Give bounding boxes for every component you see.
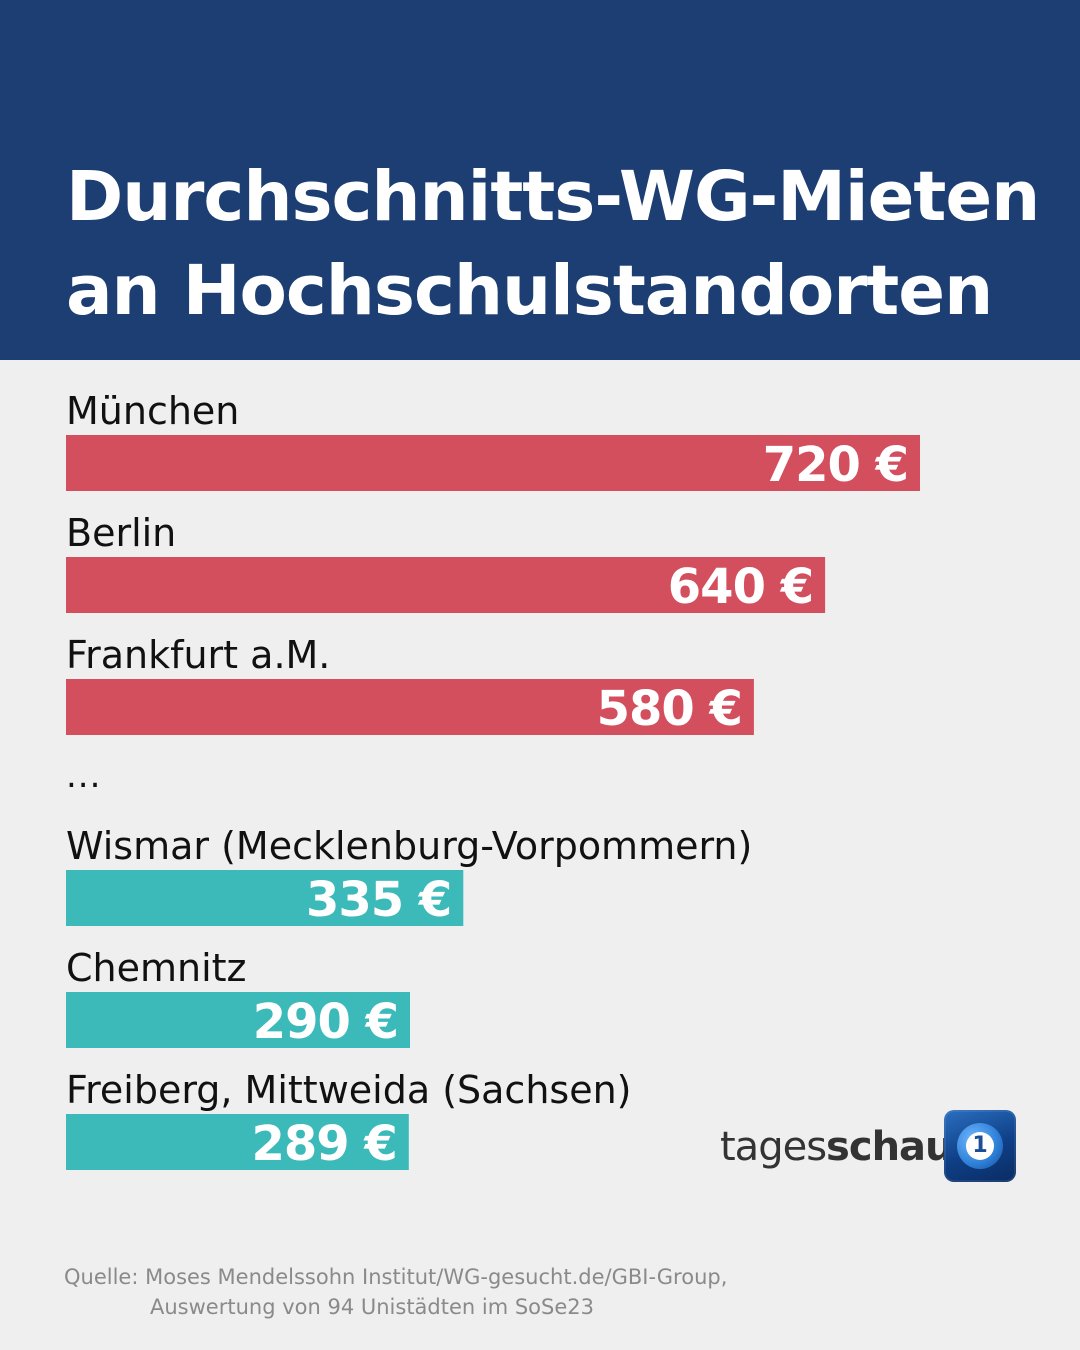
bar-value-label: 720 € — [763, 437, 908, 493]
source-note: Quelle: Moses Mendelssohn Institut/WG-ge… — [64, 1262, 1024, 1322]
bar-value-label: 580 € — [597, 681, 742, 737]
tagesschau-logo: tagesschau 1 — [720, 1110, 1020, 1182]
bar — [66, 992, 410, 1048]
logo-word-bold: schau — [826, 1124, 953, 1170]
city-label: Berlin — [66, 511, 176, 555]
bar — [66, 1114, 409, 1170]
title-line-2: an Hochschulstandorten — [66, 251, 993, 331]
source-line-1: Quelle: Moses Mendelssohn Institut/WG-ge… — [64, 1265, 728, 1289]
city-label: Wismar (Mecklenburg-Vorpommern) — [66, 824, 752, 868]
logo-word-light: tages — [720, 1124, 827, 1170]
city-label: München — [66, 389, 239, 433]
source-line-2: Auswertung von 94 Unistädten im SoSe23 — [150, 1295, 595, 1319]
logo-wordmark: tagesschau — [720, 1124, 954, 1170]
title-line-1: Durchschnitts-WG-Mieten — [66, 157, 1040, 237]
page-title: Durchschnitts-WG-Mieten an Hochschulstan… — [66, 150, 1056, 338]
gap-marker: ... — [66, 756, 102, 796]
bar — [66, 557, 826, 613]
city-label: Chemnitz — [66, 946, 247, 990]
bar — [66, 870, 464, 926]
bar-value-label: 640 € — [668, 559, 813, 615]
bar-value-label: 289 € — [251, 1116, 396, 1172]
city-label: Freiberg, Mittweida (Sachsen) — [66, 1068, 632, 1112]
ard-one-icon: 1 — [944, 1110, 1016, 1182]
one-glyph: 1 — [966, 1132, 994, 1160]
header-banner: Durchschnitts-WG-Mieten an Hochschulstan… — [0, 0, 1080, 360]
bar-value-label: 335 € — [306, 872, 451, 928]
city-label: Frankfurt a.M. — [66, 633, 330, 677]
bar-value-label: 290 € — [253, 994, 398, 1050]
bar — [66, 435, 920, 491]
bar — [66, 679, 754, 735]
rent-bar-chart: München 720 € Berlin 640 € Frankfurt a.M. 580… — [66, 389, 920, 1172]
